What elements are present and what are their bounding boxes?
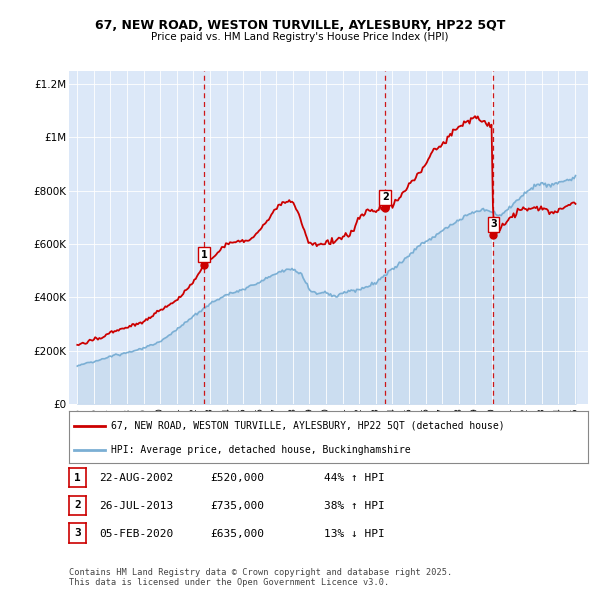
Text: 38% ↑ HPI: 38% ↑ HPI xyxy=(324,502,385,511)
Text: 22-AUG-2002: 22-AUG-2002 xyxy=(99,474,173,483)
Text: 1: 1 xyxy=(200,250,208,260)
Text: 67, NEW ROAD, WESTON TURVILLE, AYLESBURY, HP22 5QT: 67, NEW ROAD, WESTON TURVILLE, AYLESBURY… xyxy=(95,19,505,32)
Text: £520,000: £520,000 xyxy=(210,474,264,483)
Text: 44% ↑ HPI: 44% ↑ HPI xyxy=(324,474,385,483)
Text: 1: 1 xyxy=(74,473,81,483)
Text: Price paid vs. HM Land Registry's House Price Index (HPI): Price paid vs. HM Land Registry's House … xyxy=(151,32,449,42)
Text: Contains HM Land Registry data © Crown copyright and database right 2025.
This d: Contains HM Land Registry data © Crown c… xyxy=(69,568,452,587)
Text: £635,000: £635,000 xyxy=(210,529,264,539)
Text: 26-JUL-2013: 26-JUL-2013 xyxy=(99,502,173,511)
Text: 2: 2 xyxy=(74,500,81,510)
Text: 3: 3 xyxy=(74,528,81,538)
Text: 05-FEB-2020: 05-FEB-2020 xyxy=(99,529,173,539)
Text: 3: 3 xyxy=(490,219,497,229)
Text: £735,000: £735,000 xyxy=(210,502,264,511)
Text: HPI: Average price, detached house, Buckinghamshire: HPI: Average price, detached house, Buck… xyxy=(110,445,410,455)
Text: 2: 2 xyxy=(382,192,389,202)
Text: 13% ↓ HPI: 13% ↓ HPI xyxy=(324,529,385,539)
Text: 67, NEW ROAD, WESTON TURVILLE, AYLESBURY, HP22 5QT (detached house): 67, NEW ROAD, WESTON TURVILLE, AYLESBURY… xyxy=(110,421,504,431)
